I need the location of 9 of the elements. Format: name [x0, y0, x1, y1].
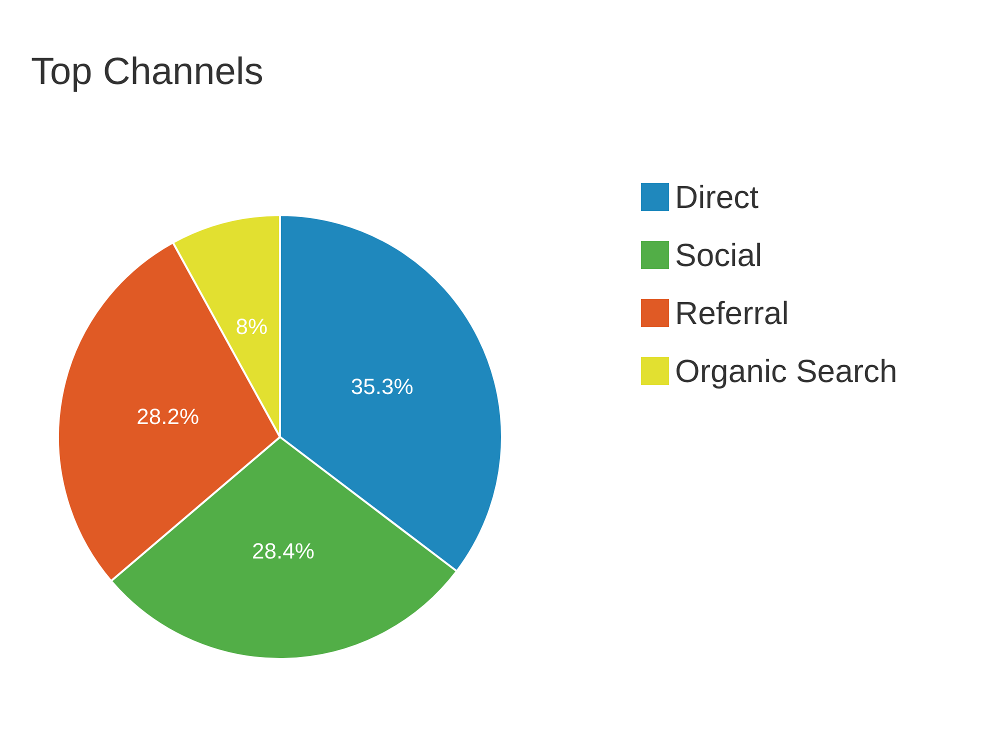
legend-label: Referral — [675, 295, 789, 331]
chart-title: Top Channels — [31, 51, 264, 93]
data-label: 8% — [236, 314, 268, 340]
legend-label: Organic Search — [675, 353, 898, 389]
data-label: 28.4% — [252, 538, 314, 564]
data-label: 28.2% — [136, 404, 200, 429]
legend-label: Social — [675, 237, 762, 273]
legend-label: Direct — [675, 179, 759, 215]
data-label: 35.3% — [350, 374, 414, 399]
